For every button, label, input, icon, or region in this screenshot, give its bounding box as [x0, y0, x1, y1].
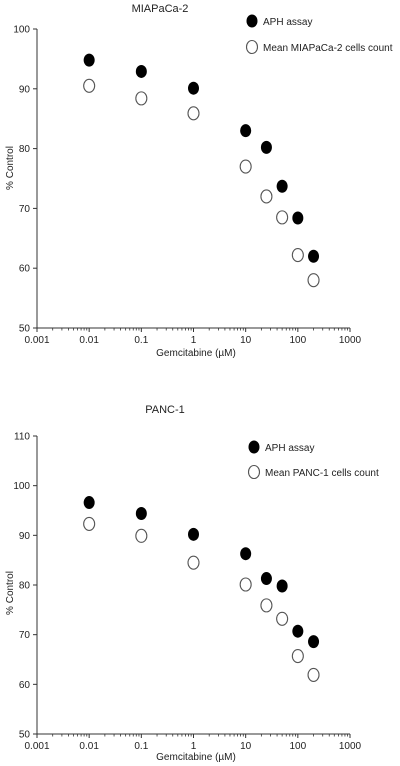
x-tick-label: 10 — [240, 335, 252, 346]
axes — [36, 29, 350, 329]
ticks: 50 60 70 80 90 100 0.001 0.01 0.1 1 10 100 1000 — [13, 25, 361, 347]
data-point — [187, 555, 200, 570]
data-point — [276, 179, 288, 193]
chart-title: MIAPaCa-2 — [132, 3, 189, 15]
y-axis-title: % Control — [5, 571, 16, 615]
legend-label: Mean MIAPaCa-2 cells count — [263, 43, 393, 54]
data-point — [240, 547, 252, 561]
data-point — [308, 249, 320, 263]
legend-entry-aph: APH assay — [246, 14, 312, 28]
y-tick-label: 80 — [19, 581, 31, 592]
data-point — [83, 516, 96, 531]
series-cell-count — [83, 516, 320, 682]
x-axis-title: Gemcitabine (µM) — [156, 752, 236, 763]
legend-entry-cells: Mean MIAPaCa-2 cells count — [245, 39, 393, 55]
data-point — [276, 579, 288, 593]
legend-label: Mean PANC-1 cells count — [265, 468, 379, 479]
data-point — [239, 159, 252, 174]
data-point — [83, 53, 95, 67]
y-tick-label: 50 — [19, 730, 31, 741]
series-aph-assay — [83, 53, 320, 263]
chart-panc1: PANC-1 % Control Gemcitabine (µM) 50 60 70… — [5, 404, 379, 763]
data-point — [308, 635, 320, 649]
series-cell-count — [83, 78, 320, 288]
legend-marker-filled — [248, 440, 260, 454]
y-tick-label: 60 — [19, 680, 31, 691]
data-point — [307, 273, 320, 288]
y-tick-label: 100 — [13, 481, 30, 492]
x-tick-label: 0.001 — [24, 741, 49, 752]
legend-label: APH assay — [263, 17, 312, 28]
data-point — [240, 124, 252, 138]
legend: APH assay Mean PANC-1 cells count — [247, 440, 379, 480]
data-point — [187, 106, 200, 121]
axes — [36, 436, 350, 735]
legend-entry-aph: APH assay — [248, 440, 314, 454]
legend-marker-open — [245, 39, 259, 55]
data-point — [239, 577, 252, 592]
data-point — [135, 91, 148, 106]
data-point — [260, 189, 273, 204]
legend-marker-filled — [246, 14, 258, 28]
y-tick-label: 90 — [19, 531, 31, 542]
data-point — [276, 210, 289, 225]
data-point — [292, 211, 304, 225]
x-tick-label: 100 — [289, 335, 306, 346]
data-point — [260, 140, 272, 154]
chart-miapaca2: MIAPaCa-2 % Control Gemcitabine (µM) 50 6… — [5, 3, 393, 359]
data-point — [135, 528, 148, 543]
x-tick-label: 1 — [191, 741, 197, 752]
legend-marker-open — [247, 464, 261, 480]
x-tick-label: 0.1 — [134, 335, 148, 346]
data-point — [135, 506, 147, 520]
data-point — [291, 247, 304, 263]
y-tick-label: 80 — [19, 144, 31, 155]
y-tick-label: 100 — [13, 25, 30, 36]
x-axis-title: Gemcitabine (µM) — [156, 348, 236, 359]
series-aph-assay — [83, 496, 320, 649]
data-points — [83, 496, 320, 682]
y-tick-label: 70 — [19, 204, 31, 215]
y-tick-label: 90 — [19, 84, 31, 95]
x-tick-label: 1000 — [339, 335, 362, 346]
legend-entry-cells: Mean PANC-1 cells count — [247, 464, 379, 480]
legend: APH assay Mean MIAPaCa-2 cells count — [245, 14, 393, 55]
x-tick-label: 100 — [289, 741, 306, 752]
x-tick-label: 0.1 — [134, 741, 148, 752]
data-point — [188, 81, 199, 95]
data-point — [307, 667, 320, 682]
data-point — [83, 496, 95, 510]
data-point — [260, 572, 272, 586]
x-tick-label: 1 — [191, 335, 197, 346]
y-tick-label: 110 — [14, 432, 30, 443]
data-point — [83, 78, 96, 93]
data-point — [276, 611, 289, 626]
y-axis-title: % Control — [5, 146, 16, 190]
x-tick-label: 0.01 — [79, 741, 99, 752]
y-tick-label: 70 — [19, 630, 31, 641]
x-tick-label: 0.01 — [79, 335, 99, 346]
data-point — [260, 598, 273, 613]
x-tick-label: 10 — [240, 741, 252, 752]
y-tick-label: 60 — [19, 264, 31, 275]
data-point — [292, 624, 304, 638]
x-tick-label: 0.001 — [24, 335, 49, 346]
data-point — [291, 648, 304, 664]
data-point — [188, 527, 199, 541]
chart-title: PANC-1 — [145, 404, 185, 416]
legend-label: APH assay — [265, 443, 314, 454]
x-tick-label: 1000 — [339, 741, 362, 752]
data-points — [83, 53, 320, 288]
y-tick-label: 50 — [19, 324, 31, 335]
data-point — [135, 64, 147, 78]
